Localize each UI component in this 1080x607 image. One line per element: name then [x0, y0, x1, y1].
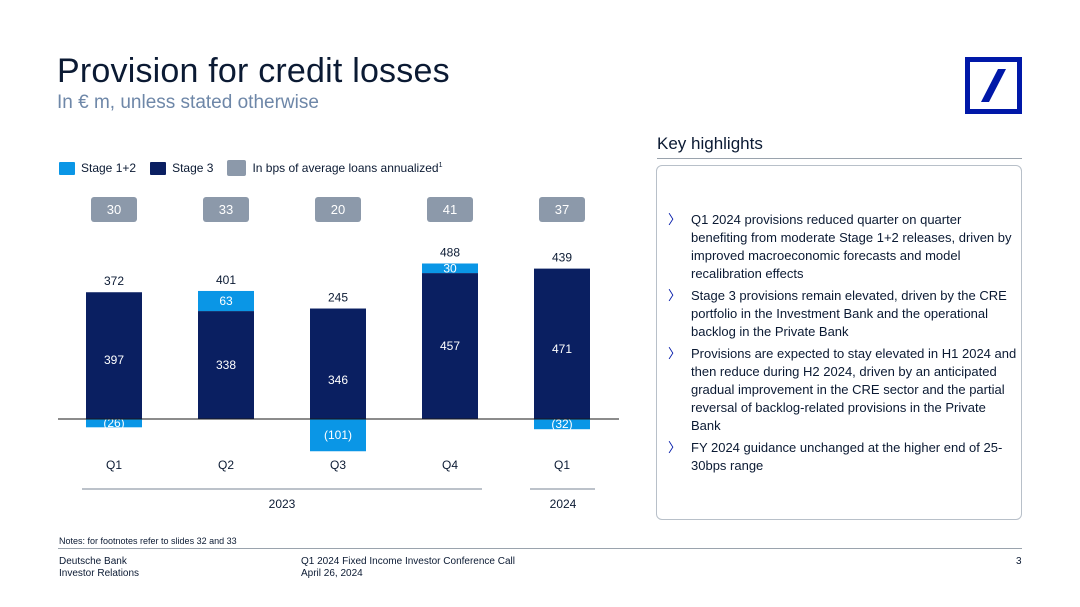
bar-label-stage3: 338 — [216, 358, 236, 372]
bps-badge — [203, 197, 249, 222]
bar-stage3 — [86, 292, 142, 419]
bar-label-stage3: 457 — [440, 339, 460, 353]
legend-label-stage12: Stage 1+2 — [81, 161, 137, 175]
key-highlights-title: Key highlights — [657, 134, 763, 153]
chevron-right-icon: 〉 — [668, 346, 682, 361]
x-tick-label: Q4 — [442, 458, 458, 472]
bps-badge-label: 41 — [443, 202, 457, 217]
footnote-marker: 1 — [438, 162, 443, 169]
footer-company: Deutsche Bank Investor Relations — [59, 556, 140, 579]
bar-stage3 — [422, 273, 478, 419]
bar-label-stage12: (26) — [103, 416, 124, 430]
bar-label-stage12: (32) — [551, 417, 572, 431]
highlight-item: 〉 FY 2024 guidance unchanged at the highe… — [668, 440, 1003, 473]
legend-label-bps: In bps of average loans annualized1 — [252, 161, 443, 175]
bar-stage12 — [86, 419, 142, 428]
bps-badge-label: 30 — [107, 202, 121, 217]
bps-badge — [539, 197, 585, 222]
bps-badge-label: 33 — [219, 202, 233, 217]
bps-badge-label: 37 — [555, 202, 569, 217]
provision-bar-chart: 30 397 (26) 372 Q1 33 338 63 401 Q2 20 346 (101) 245 Q… — [58, 197, 619, 511]
legend-swatch-stage12 — [59, 161, 75, 175]
page-title: Provision for credit losses — [57, 52, 450, 90]
bar-total-label: 488 — [440, 246, 460, 260]
bar-stage3 — [310, 308, 366, 419]
year-label-2024: 2024 — [550, 497, 577, 511]
x-tick-label: Q3 — [330, 458, 346, 472]
bar-label-stage3: 471 — [552, 342, 572, 356]
legend-label-stage3: Stage 3 — [172, 161, 214, 175]
legend-item-bps: In bps of average loans annualized1 — [227, 160, 442, 176]
highlight-item: 〉 Provisions are expected to stay elevate… — [668, 346, 1017, 433]
bps-badge — [91, 197, 137, 222]
bps-badge — [427, 197, 473, 222]
bar-stage3 — [198, 311, 254, 419]
bar-label-stage3: 397 — [104, 353, 124, 367]
x-tick-label: Q1 — [106, 458, 122, 472]
footnotes: Notes: for footnotes refer to slides 32 … — [59, 536, 237, 546]
footer-event: Q1 2024 Fixed Income Investor Conference… — [301, 556, 515, 579]
legend-item-stage12: Stage 1+2 — [59, 161, 136, 175]
bar-label-stage12: 30 — [443, 261, 457, 275]
bar-label-stage3: 346 — [328, 373, 348, 387]
chart-legend: Stage 1+2 Stage 3 In bps of average loan… — [59, 158, 456, 178]
bar-total-label: 245 — [328, 291, 348, 305]
page-number: 3 — [1016, 556, 1022, 567]
bar-stage12 — [422, 263, 478, 274]
page-subtitle: In € m, unless stated otherwise — [57, 92, 319, 113]
bps-badge-label: 20 — [331, 202, 345, 217]
bps-badge — [315, 197, 361, 222]
chevron-right-icon: 〉 — [668, 440, 682, 455]
bar-stage12 — [534, 419, 590, 430]
slash-logo-icon — [981, 69, 1006, 102]
bar-total-label: 439 — [552, 251, 572, 265]
bar-total-label: 372 — [104, 274, 124, 288]
chevron-right-icon: 〉 — [668, 212, 682, 227]
bar-stage3 — [534, 268, 590, 419]
legend-swatch-stage3 — [150, 161, 167, 175]
bar-total-label: 401 — [216, 273, 236, 287]
bar-stage12 — [310, 419, 366, 452]
chevron-right-icon: 〉 — [668, 288, 682, 303]
legend-swatch-bps — [227, 160, 247, 176]
x-tick-label: Q2 — [218, 458, 234, 472]
highlight-item: 〉 Stage 3 provisions remain elevated, dri… — [668, 288, 1007, 339]
highlight-item: 〉 Q1 2024 provisions reduced quarter on q… — [668, 212, 1012, 281]
bar-label-stage12: 63 — [219, 294, 233, 308]
bar-label-stage12: (101) — [324, 428, 352, 442]
year-label-2023: 2023 — [269, 497, 296, 511]
legend-item-stage3: Stage 3 — [150, 161, 213, 175]
bar-stage12 — [198, 290, 254, 312]
deutsche-bank-logo — [965, 57, 1022, 114]
key-highlights-list: 〉 Q1 2024 provisions reduced quarter on q… — [668, 211, 1018, 479]
footer-rule — [58, 548, 1022, 549]
key-highlights-rule — [657, 158, 1022, 159]
key-highlights-panel — [656, 165, 1022, 520]
x-tick-label: Q1 — [554, 458, 570, 472]
